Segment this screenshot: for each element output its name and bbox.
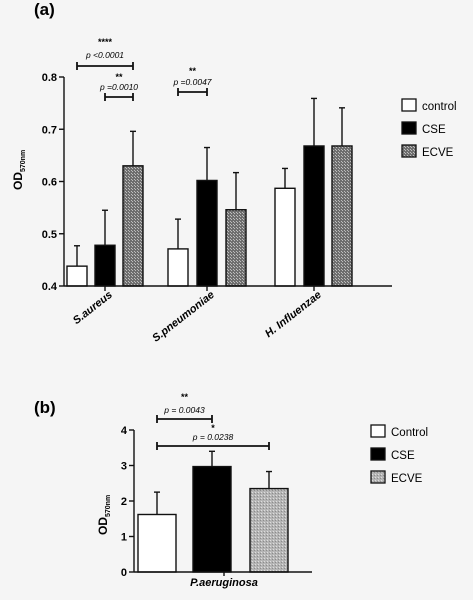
legend-label-cse: CSE [391, 450, 415, 462]
bar-control [66, 265, 88, 287]
legend-label-ecve: ECVE [422, 147, 454, 159]
significance-stars: **** [98, 37, 113, 47]
p-value-label: p <0.0001 [85, 50, 124, 60]
significance-stars: ** [115, 72, 123, 82]
y-tick-label: 0.8 [42, 72, 57, 84]
panel-a-ylabel: OD570nm [11, 150, 27, 190]
bar-cse [303, 145, 325, 287]
legend-swatch-control [401, 98, 417, 112]
y-tick-label: 4 [121, 425, 128, 437]
bar-cse [192, 465, 232, 573]
panel-b-yaxis: 0 1 2 3 4 [121, 425, 135, 579]
y-tick-label: 2 [121, 496, 127, 508]
legend-swatch-ecve [370, 470, 386, 484]
bar-ecve [331, 145, 353, 287]
y-tick-label: 3 [121, 461, 127, 473]
legend-swatch-cse [370, 447, 386, 461]
panel-b-xaxis: P.aeruginosa [134, 571, 312, 589]
y-tick-label: 0 [121, 567, 127, 579]
bar-ecve [225, 209, 247, 287]
panel-b-legend: Control CSE ECVE [370, 424, 428, 485]
y-tick-label: 0.7 [42, 124, 57, 136]
x-tick-label: S.aureus [71, 289, 115, 327]
panel-b-label: (b) [34, 398, 56, 417]
panel-b-annotations: ** p = 0.0043 *p = 0.0238 [156, 392, 270, 450]
panel-b-ylabel: OD570nm [96, 495, 112, 535]
legend-swatch-control [370, 424, 386, 438]
legend-swatch-ecve [401, 144, 417, 158]
panel-a-xaxis: S.aureus S.pneumoniae H. Influenzae [64, 285, 392, 345]
legend-label-ecve: ECVE [391, 473, 423, 485]
panel-a: (a) 0.4 0.5 0.6 0.7 0.8 S.aureus S.pneumoniae… [11, 0, 457, 345]
bar-cse [94, 244, 116, 287]
y-tick-label: 0.5 [42, 229, 57, 241]
x-tick-label: P.aeruginosa [190, 577, 258, 589]
legend-label-cse: CSE [422, 124, 446, 136]
bar-control [167, 248, 189, 287]
panel-b-bars [137, 450, 289, 573]
x-tick-label: S.pneumoniae [150, 289, 217, 345]
panel-a-yaxis: 0.4 0.5 0.6 0.7 0.8 [42, 72, 65, 293]
legend-label-control: Control [391, 427, 428, 439]
bar-ecve [249, 487, 289, 573]
y-tick-label: 1 [121, 532, 127, 544]
bar-cse [196, 179, 218, 287]
panel-a-annotations: ****p <0.0001**p =0.0010**p =0.0047 [76, 37, 212, 101]
y-tick-label: 0.6 [42, 177, 57, 189]
p-value-label: p = 0.0043 [163, 405, 205, 415]
p-value-label: p = 0.0238 [192, 432, 234, 442]
p-value-label: p =0.0010 [99, 82, 138, 92]
bar-control [274, 187, 296, 287]
panel-b: (b) 0 1 2 3 4 P.aeruginosa ** p = 0.0043 *p = … [34, 392, 428, 589]
panel-a-label: (a) [34, 0, 55, 19]
p-value-label: p =0.0047 [172, 77, 211, 87]
legend-label-control: control [422, 101, 457, 113]
x-tick-label: H. Influenzae [263, 289, 324, 340]
bar-ecve [122, 165, 144, 287]
panel-a-bars [66, 97, 353, 287]
significance-stars: ** [181, 392, 189, 402]
y-tick-label: 0.4 [42, 281, 58, 293]
bar-control [137, 513, 177, 573]
legend-swatch-cse [401, 121, 417, 135]
significance-stars: * [211, 423, 215, 433]
significance-stars: ** [189, 66, 197, 76]
panel-a-legend: control CSE ECVE [401, 98, 457, 159]
